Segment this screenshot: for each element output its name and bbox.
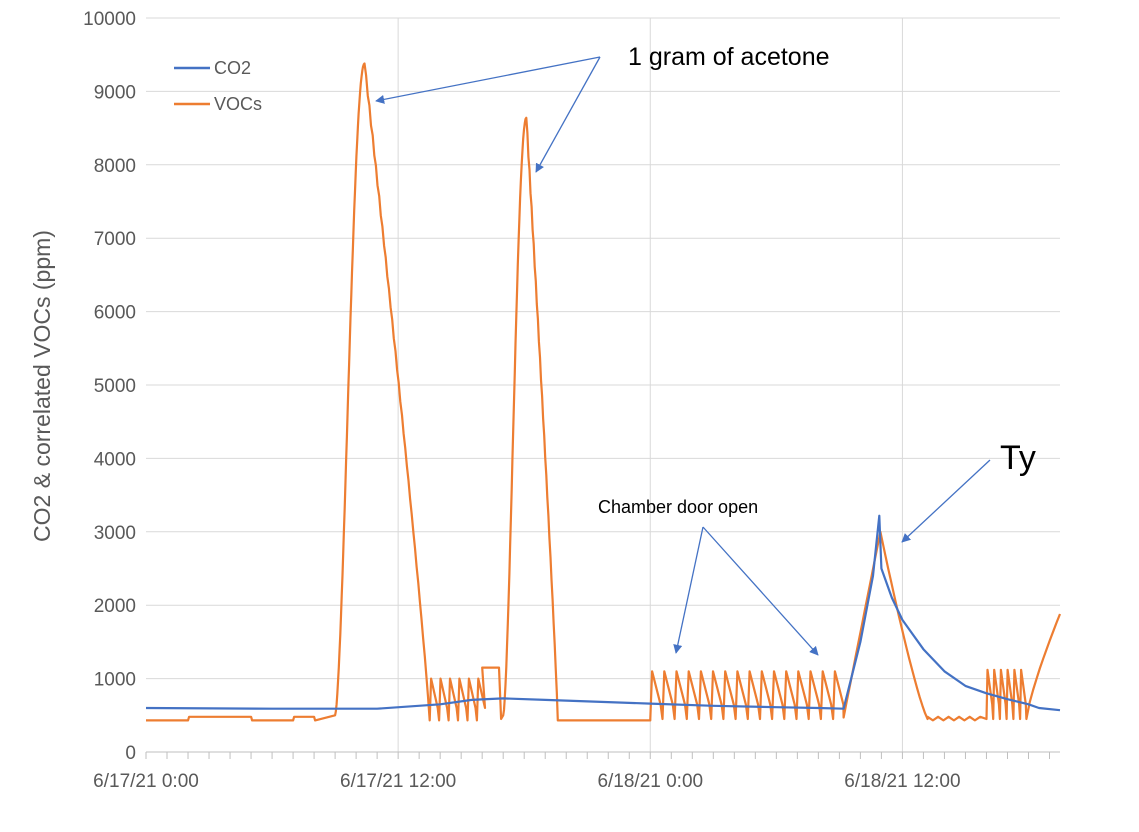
arrow-acetone-2 <box>535 56 601 173</box>
series-line-co2 <box>145 514 1061 712</box>
y-tick-label: 8000 <box>94 156 136 177</box>
y-tick-label: 4000 <box>94 449 136 470</box>
y-tick-label: 10000 <box>83 9 136 30</box>
x-tick-label: 6/17/21 12:00 <box>340 771 456 792</box>
y-tick-label: 1000 <box>94 670 136 691</box>
grid-lines <box>146 17 1060 752</box>
x-tick-label: 6/17/21 0:00 <box>93 771 199 792</box>
axes: 0 1000 2000 3000 4000 5000 6000 7000 8000 9000 100… <box>83 9 1060 792</box>
series-line-vocs <box>146 62 1062 722</box>
legend: CO2 VOCs <box>174 58 262 114</box>
legend-co2-label: CO2 <box>214 58 251 78</box>
annotation-door-open: Chamber door open <box>598 497 758 517</box>
arrow-door-1 <box>673 526 704 654</box>
series-lines <box>145 62 1062 722</box>
y-tick-label: 9000 <box>94 82 136 103</box>
y-tick-label: 0 <box>125 743 136 764</box>
y-tick-label: 2000 <box>94 596 136 617</box>
y-tick-label: 5000 <box>94 376 136 397</box>
x-tick-label: 6/18/21 12:00 <box>844 771 960 792</box>
arrow-acetone-1 <box>375 56 601 104</box>
arrow-door-2 <box>702 526 819 656</box>
annotation-acetone: 1 gram of acetone <box>628 43 830 71</box>
y-tick-label: 6000 <box>94 303 136 324</box>
x-tick-label: 6/18/21 0:00 <box>597 771 703 792</box>
y-tick-label: 7000 <box>94 229 136 250</box>
legend-vocs-label: VOCs <box>214 94 262 114</box>
annotation-ty: Ty <box>1000 439 1036 477</box>
y-tick-label: 3000 <box>94 523 136 544</box>
y-axis-label: CO2 & correlated VOCs (ppm) <box>29 230 55 542</box>
annotations: 1 gram of acetone Chamber door open Ty <box>375 43 1036 656</box>
arrow-ty <box>901 459 991 543</box>
